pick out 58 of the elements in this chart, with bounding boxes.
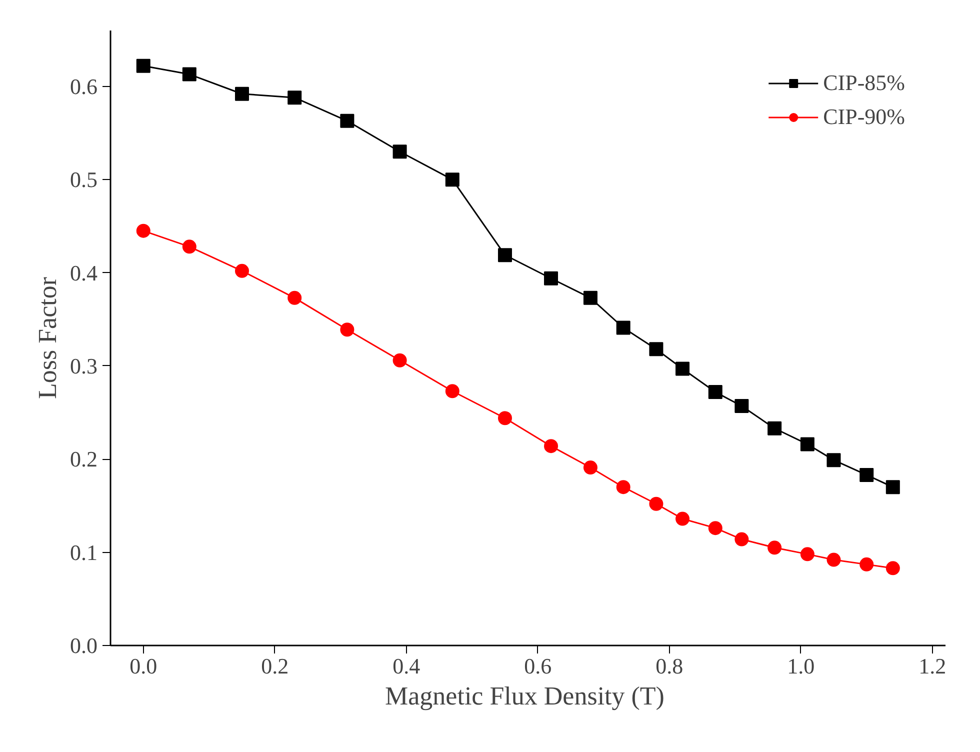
point [649,342,664,356]
y-tick-label: 0.3 [70,353,98,378]
point [445,172,460,187]
point [800,547,814,562]
y-tick-label: 0.5 [70,167,98,192]
point [826,552,841,567]
point [676,512,690,526]
point [826,453,841,468]
point [734,399,749,414]
point [583,290,598,305]
y-tick-label: 0.2 [70,446,98,472]
point [583,460,598,475]
point [886,561,900,576]
point [498,411,512,426]
point [340,322,354,337]
x-tick-label: 0.4 [392,654,420,678]
point [860,557,874,572]
y-axis-title: Loss Factor [33,276,62,400]
x-tick-label: 0.8 [656,654,684,678]
x-tick-label: 0.2 [261,654,289,678]
y-tick-label: 0.6 [70,74,98,99]
legend-label: CIP-85% [823,70,905,96]
y-tick-label: 0.1 [70,540,98,565]
legend-label: CIP-90% [823,104,905,130]
point [392,144,407,159]
x-tick-label: 1.0 [787,654,815,678]
point [708,385,722,400]
y-tick-label: 0.4 [70,260,98,286]
point [234,264,249,278]
point [445,384,460,398]
point [734,532,749,546]
point [616,320,630,335]
point [544,271,558,286]
x-tick-label: 1.2 [918,654,946,678]
point [392,353,407,368]
point [800,437,814,452]
point [860,468,874,482]
x-tick-label: 0.0 [130,654,158,678]
point [234,86,249,101]
point [544,439,558,454]
point [708,521,722,536]
point [136,58,150,73]
point [340,114,354,128]
x-tick-label: 0.6 [524,654,552,678]
point [182,240,196,254]
point [288,290,302,305]
x-axis-title: Magnetic Flux Density (T) [385,682,664,710]
y-tick-label: 0.0 [70,633,98,658]
point [182,67,196,82]
point [649,496,664,511]
point [676,362,690,376]
point [498,248,512,262]
point [768,421,782,436]
point [768,540,782,555]
point [886,480,900,494]
point [616,480,630,494]
point [288,90,302,105]
point [136,224,150,238]
